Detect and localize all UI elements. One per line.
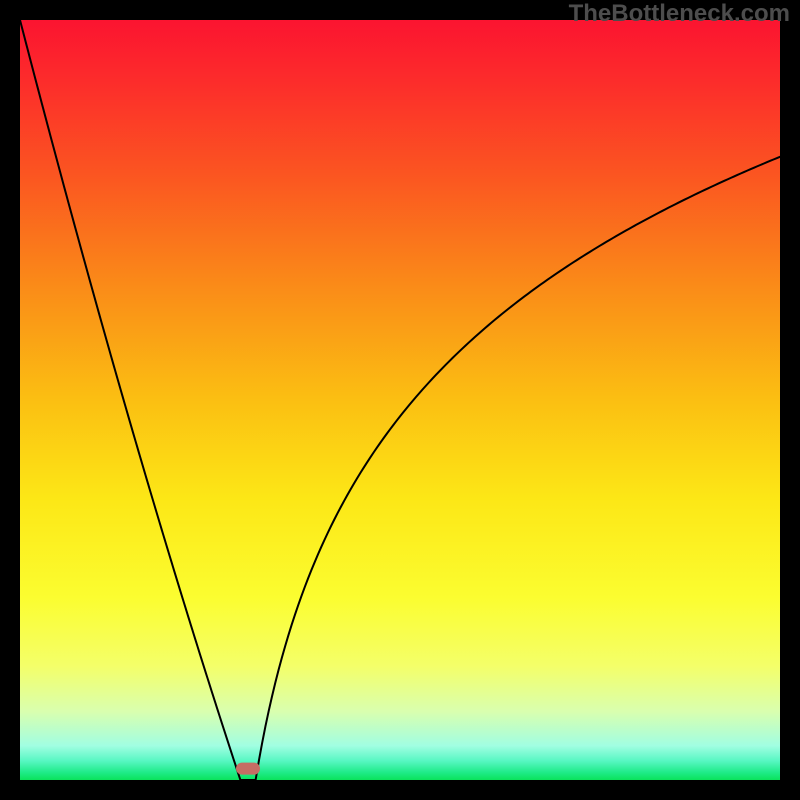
optimal-marker [236, 763, 260, 775]
plot-background [20, 20, 780, 780]
chart-container: TheBottleneck.com [0, 0, 800, 800]
watermark-text: TheBottleneck.com [569, 0, 790, 28]
chart-svg [0, 0, 800, 800]
